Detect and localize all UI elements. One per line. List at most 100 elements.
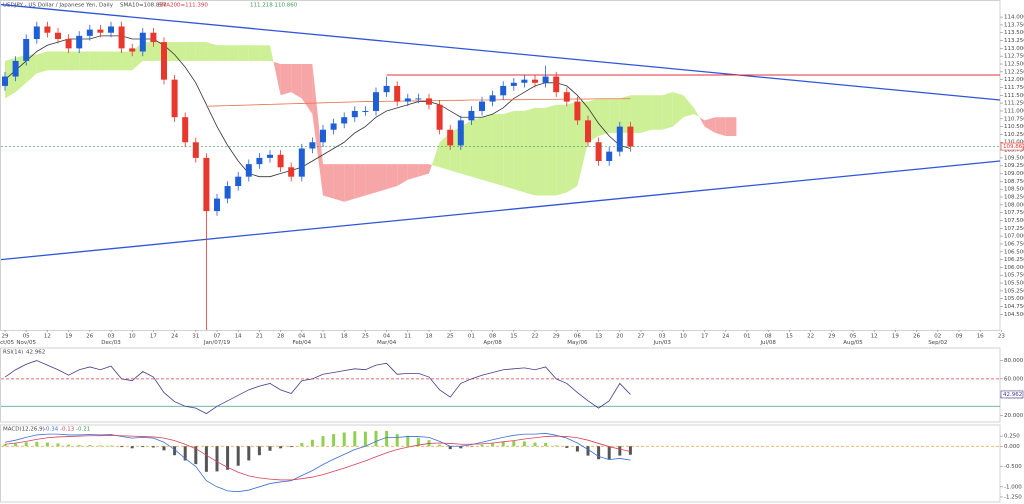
x-tick-label: 25 <box>362 334 369 340</box>
ichimoku-cloud <box>376 164 387 193</box>
ichimoku-cloud <box>672 92 684 127</box>
macd-line <box>4 432 631 493</box>
ichimoku-cloud <box>662 92 673 130</box>
candle-body <box>362 110 369 112</box>
candle-body <box>245 164 252 177</box>
y-tick-label: 104.500 <box>1004 312 1024 318</box>
macd-histogram-bar <box>300 443 304 447</box>
ichimoku-cloud <box>699 117 705 127</box>
x-month-label: Sep/02 <box>928 340 947 346</box>
candle-body <box>2 76 8 86</box>
candle-body <box>309 142 316 149</box>
macd-histogram-bar <box>77 445 81 447</box>
candle-body <box>139 32 146 52</box>
ichimoku-cloud <box>715 117 726 136</box>
x-tick-label: 13 <box>595 334 602 340</box>
trendline <box>0 160 1001 261</box>
macd-histogram-bar <box>173 446 177 456</box>
ichimoku-cloud <box>524 107 535 196</box>
macd-histogram-bar <box>522 441 526 447</box>
macd-histogram-bar <box>310 439 314 447</box>
macd-histogram-bar <box>565 446 569 448</box>
macd-histogram-bar <box>533 442 537 447</box>
candle-body <box>457 120 464 146</box>
y-tick-label: 106.250 <box>1004 257 1024 263</box>
x-tick-label: 24 <box>722 334 729 340</box>
macd-histogram-bar <box>109 445 113 447</box>
macd-histogram-bar <box>332 434 336 447</box>
ichimoku-cloud <box>431 142 440 168</box>
y-tick-label: -0.500 <box>1004 464 1022 470</box>
macd-histogram-bar <box>575 446 579 452</box>
x-tick-label: 23 <box>998 334 1005 340</box>
ichimoku-cloud <box>471 117 482 180</box>
x-month-label: Aug/05 <box>843 340 863 346</box>
y-tick-label: 60.000 <box>1004 376 1024 382</box>
ichimoku-cloud <box>619 95 631 133</box>
x-tick-label: 06 <box>574 334 581 340</box>
ichimoku-cloud <box>545 104 557 196</box>
macd-histogram-bar <box>395 434 399 447</box>
ichimoku-cloud <box>185 42 196 61</box>
y-tick-label: 0.000 <box>1004 444 1020 450</box>
candle-body <box>404 98 411 102</box>
y-tick-label: 112.750 <box>1004 54 1024 60</box>
candle-body <box>76 35 83 49</box>
ichimoku-cloud <box>609 98 620 133</box>
candle-body <box>585 120 591 143</box>
ichimoku-cloud <box>248 45 260 61</box>
y-tick-label: 20.000 <box>1004 413 1024 419</box>
ichimoku-cloud <box>47 51 58 71</box>
ichimoku-cloud <box>270 45 274 62</box>
ichimoku-cloud <box>312 64 323 196</box>
ichimoku-cloud <box>418 164 429 177</box>
x-tick-label: 02 <box>934 334 941 340</box>
ichimoku-cloud <box>206 42 217 61</box>
candle-body <box>542 76 549 83</box>
moving-average-line <box>4 35 631 178</box>
y-tick-label: -1.000 <box>1004 484 1022 490</box>
macd-histogram-bar <box>268 446 272 451</box>
rsi-line <box>4 360 631 415</box>
ichimoku-cloud <box>174 42 186 61</box>
candle-body <box>373 92 379 111</box>
candle-body <box>500 85 507 96</box>
y-tick-label: 108.000 <box>1004 202 1024 208</box>
rsi-title: RSI(14) <box>3 350 23 356</box>
x-tick-label: 03 <box>108 334 115 340</box>
x-tick-label: 10 <box>129 334 136 340</box>
x-tick-label: 21 <box>256 334 263 340</box>
candle-body <box>161 42 167 80</box>
y-tick-label: -1.250 <box>1004 494 1022 500</box>
y-tick-label: 112.250 <box>1004 69 1024 75</box>
x-month-label: Jul/08 <box>759 340 776 346</box>
rsi-header-value: 42.962 <box>26 350 45 356</box>
current-price-label: 109.862 <box>1003 144 1024 150</box>
candle-body <box>426 98 432 105</box>
ichimoku-cloud <box>397 164 408 187</box>
y-tick-label: 112.500 <box>1004 62 1024 68</box>
candle-body <box>563 92 570 102</box>
candle-body <box>595 142 602 162</box>
macd-histogram-bar <box>353 431 357 447</box>
x-month-label: Jun/03 <box>652 340 671 346</box>
macd-histogram-bar <box>448 446 452 450</box>
x-month-label: Nov/05 <box>16 340 36 346</box>
quote-label: 111.218 110.860 <box>250 3 298 9</box>
sma10-label: SMA10=108.897 <box>120 3 167 9</box>
candle-body <box>489 95 496 102</box>
ichimoku-cloud <box>704 117 716 133</box>
macd-histogram-bar <box>204 446 208 472</box>
x-tick-label: 20 <box>616 334 623 340</box>
x-tick-label: 12 <box>871 334 878 340</box>
ichimoku-cloud <box>354 164 366 199</box>
macd-histogram-bar <box>45 442 49 447</box>
macd-histogram-bar <box>438 444 442 447</box>
macd-histogram-bar <box>67 444 71 447</box>
candle-body <box>33 26 40 39</box>
ichimoku-cloud <box>79 51 90 71</box>
ichimoku-cloud <box>725 117 737 136</box>
x-tick-label: 01 <box>468 334 475 340</box>
candle-body <box>267 154 273 158</box>
x-tick-label: 15 <box>786 334 793 340</box>
